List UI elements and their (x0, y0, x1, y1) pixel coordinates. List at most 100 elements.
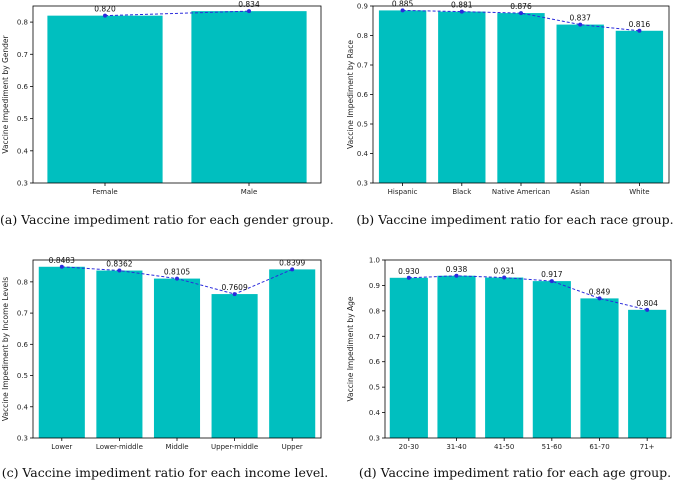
data-label: 0.917 (541, 270, 563, 279)
data-point (117, 268, 122, 273)
y-tick-label: 0.5 (17, 115, 28, 123)
bar-51-60 (532, 281, 571, 438)
bar-white (615, 30, 664, 184)
caption-race: (b) Vaccine impediment ratio for each ra… (356, 212, 674, 227)
x-tick-label: Lower (51, 443, 72, 451)
x-tick-label: 71+ (640, 443, 655, 451)
x-tick-label: Black (452, 188, 472, 196)
data-label: 0.8105 (164, 268, 190, 277)
caption-income: (c) Vaccine impediment ratio for each in… (1, 465, 329, 480)
x-tick-label: 61-70 (589, 443, 609, 451)
y-tick-label: 0.8 (369, 307, 380, 315)
chart-panel-race: 0.885 0.881 0.876 0.837 0.816 0.3 0.4 0.5 0.6 0.7… (345, 0, 685, 200)
data-label: 0.881 (451, 1, 473, 10)
data-point (459, 9, 464, 14)
x-tick-label: Male (241, 188, 258, 196)
y-tick-label: 0.8 (17, 278, 28, 286)
bar-upper-middle (211, 294, 258, 438)
data-label: 0.931 (493, 267, 515, 276)
data-label: 0.885 (392, 0, 414, 8)
bar-hispanic (378, 10, 427, 183)
bar-native-american (497, 13, 545, 183)
y-tick-label: 0.9 (357, 3, 368, 11)
x-tick-label: Asian (571, 188, 590, 196)
x-tick-label: Female (92, 188, 117, 196)
y-tick-label: 0.5 (357, 121, 368, 129)
y-tick-label: 0.8 (17, 19, 28, 27)
y-tick-label: 0.8 (357, 32, 368, 40)
data-point (597, 296, 602, 301)
y-tick-label: 0.3 (17, 435, 28, 443)
bar-asian (556, 24, 604, 184)
bar-lower-middle (96, 270, 143, 438)
data-point (549, 279, 554, 284)
y-tick-label: 0.5 (369, 384, 380, 392)
bar-middle (153, 278, 201, 438)
axes-frame (32, 5, 322, 184)
y-tick-label: 0.4 (369, 409, 381, 417)
ylabel-income: Vaccine Impediment by Income Levels (1, 277, 10, 421)
bar-20-30 (389, 277, 428, 438)
y-tick-label: 0.4 (17, 403, 29, 411)
x-tick-label: 51-60 (542, 443, 562, 451)
data-label: 0.849 (589, 287, 611, 296)
data-point (637, 28, 642, 33)
bar-41-50 (485, 277, 524, 438)
x-tick-label: 20-30 (399, 443, 419, 451)
y-tick-label: 0.6 (369, 358, 381, 366)
y-tick-label: 0.4 (17, 147, 29, 155)
data-point (645, 307, 650, 312)
data-label: 0.837 (569, 14, 591, 23)
data-point (103, 13, 107, 18)
chart-income: 0.8483 0.8362 0.8105 0.7609 0.8399 0.3 0.4 0.5 0… (1, 256, 322, 451)
y-tick-label: 0.4 (357, 150, 369, 158)
y-tick-label: 0.5 (17, 372, 28, 380)
data-label: 0.834 (238, 0, 260, 9)
data-point (232, 292, 237, 297)
bar-61-70 (580, 298, 619, 438)
caption-gender: (a) Vaccine impediment ratio for each ge… (0, 212, 334, 227)
y-tick-label: 0.9 (369, 282, 380, 290)
bar-female (47, 15, 163, 184)
y-tick-label: 0.3 (17, 180, 28, 188)
chart-panel-income: 0.8483 0.8362 0.8105 0.7609 0.8399 0.3 0.4 0.5 0… (0, 250, 330, 451)
trend-line (408, 275, 648, 311)
x-tick-label: Hispanic (388, 188, 418, 196)
data-label: 0.804 (636, 299, 658, 308)
data-point (406, 275, 411, 280)
ylabel-age: Vaccine Impediment by Age (346, 296, 355, 401)
data-label: 0.938 (446, 265, 468, 274)
data-point (519, 11, 523, 16)
x-tick-label: 41-50 (494, 443, 514, 451)
y-tick-label: 0.7 (357, 62, 368, 70)
caption-age: (d) Vaccine impediment ratio for each ag… (358, 465, 672, 480)
data-label: 0.8399 (279, 258, 305, 267)
data-point (175, 276, 179, 281)
y-tick-label: 1.0 (369, 257, 380, 265)
data-label: 0.816 (629, 20, 651, 29)
y-tick-label: 0.7 (369, 333, 380, 341)
y-tick-label: 0.6 (17, 83, 29, 91)
data-point (290, 267, 295, 272)
data-point (454, 273, 459, 278)
x-tick-label: Native American (492, 188, 550, 196)
x-tick-label: White (629, 188, 649, 196)
bar-31-40 (437, 275, 476, 438)
chart-race: 0.885 0.881 0.876 0.837 0.816 0.3 0.4 0.5 0.6 0.7… (346, 0, 670, 196)
x-tick-label: Lower-middle (96, 443, 143, 451)
data-label: 0.820 (94, 5, 116, 14)
data-point (578, 22, 583, 27)
chart-panel-gender: 0.820 0.834 0.3 0.4 0.5 0.6 0.7 0.8 Female Male Va… (0, 0, 330, 200)
ylabel-gender: Vaccine Impediment by Gender (1, 34, 10, 153)
chart-panel-age: 0.930 0.938 0.931 0.917 0.849 0.804 0.3 0.4 0.5 0… (345, 250, 685, 451)
data-label: 0.930 (398, 267, 420, 276)
data-label: 0.8362 (106, 260, 132, 269)
y-tick-label: 0.6 (17, 341, 29, 349)
x-tick-label: Upper-middle (211, 443, 258, 451)
data-point (59, 264, 64, 269)
data-label: 0.7609 (221, 283, 247, 292)
trend-line (104, 10, 250, 17)
bar-male (191, 11, 307, 183)
chart-age: 0.930 0.938 0.931 0.917 0.849 0.804 0.3 0.4 0.5 0… (346, 257, 672, 451)
axes-frame (384, 259, 672, 439)
